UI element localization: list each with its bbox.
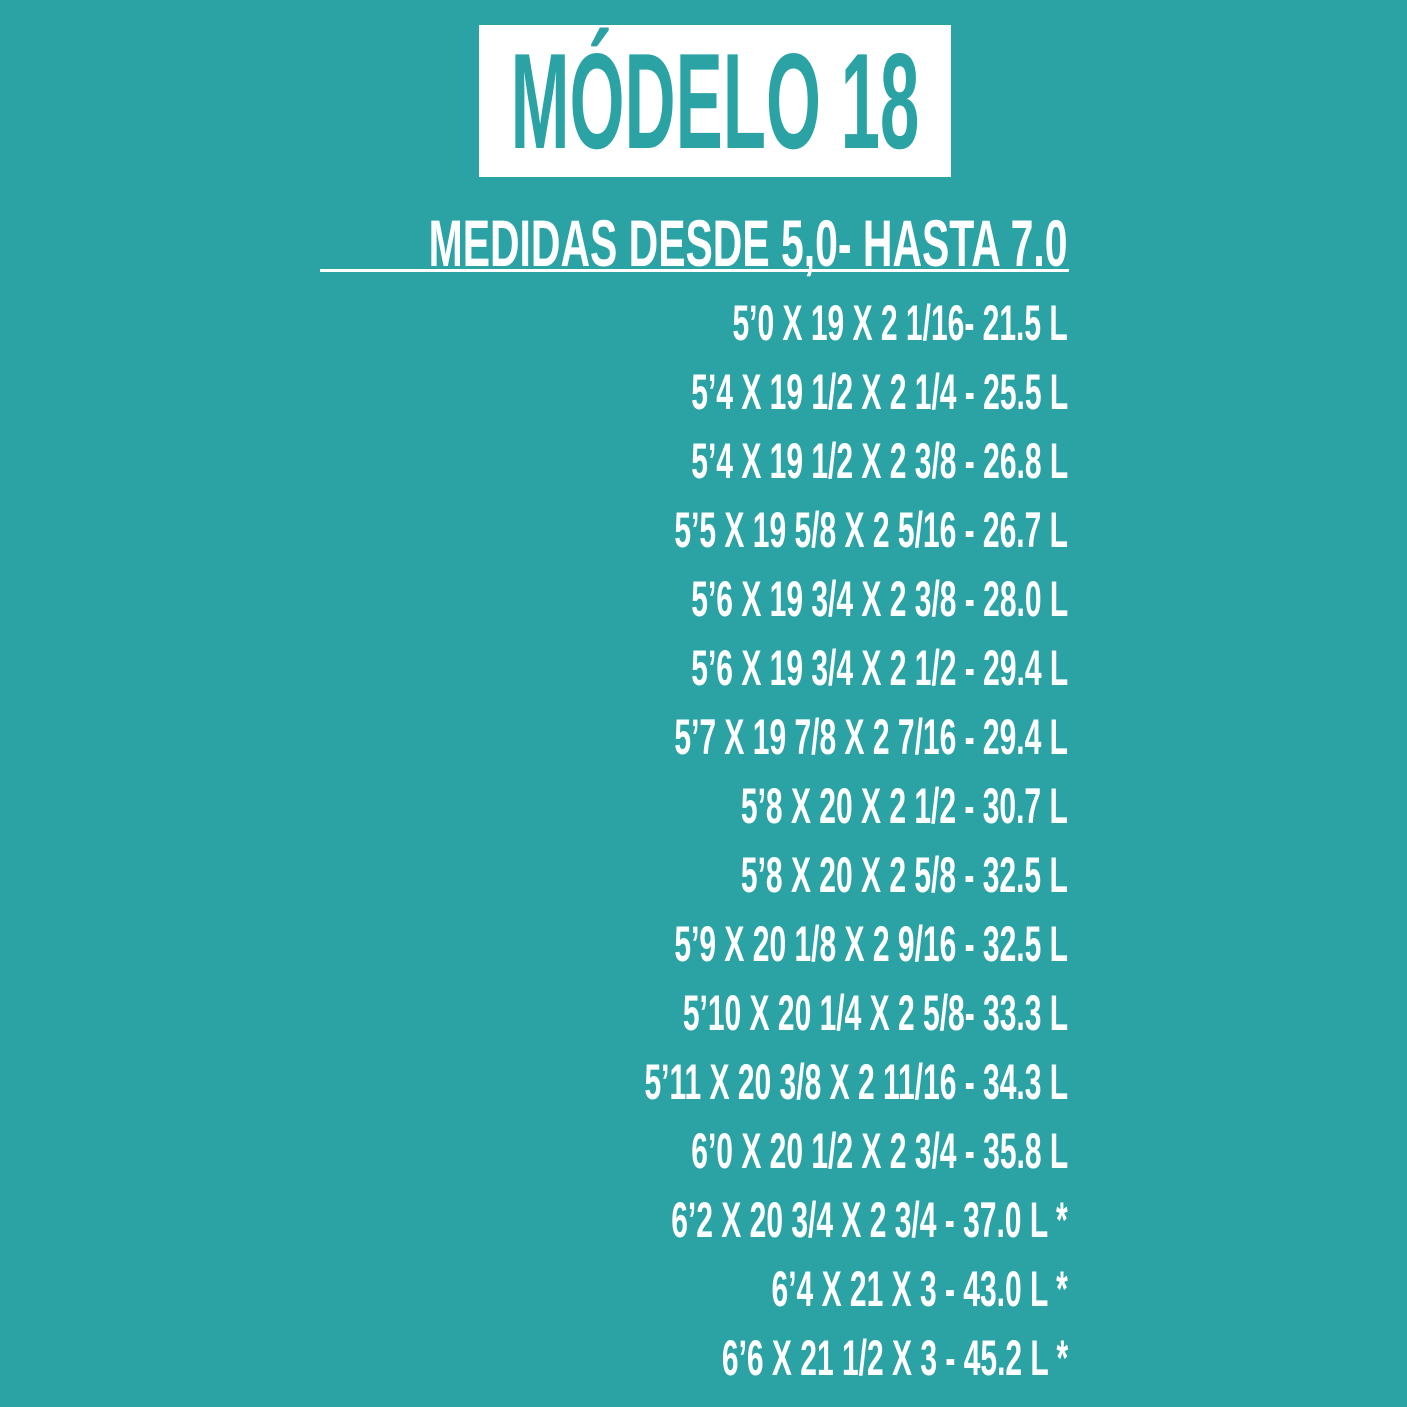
title-box: MÓDELO 18 xyxy=(479,25,951,177)
list-item: 5’8 X 20 X 2 1/2 - 30.7 L xyxy=(362,777,1068,846)
list-item: 6’2 X 20 3/4 X 2 3/4 - 37.0 L * xyxy=(362,1191,1068,1260)
size-text: 6’6 X 21 1/2 X 3 - 45.2 L * xyxy=(721,1330,1068,1386)
size-text: 6’0 X 20 1/2 X 2 3/4 - 35.8 L xyxy=(691,1123,1068,1179)
list-item: 5’4 X 19 1/2 X 2 1/4 - 25.5 L xyxy=(362,363,1068,432)
list-item: 5’4 X 19 1/2 X 2 3/8 - 26.8 L xyxy=(362,432,1068,501)
list-item: 5’11 X 20 3/8 X 2 11/16 - 34.3 L xyxy=(362,1053,1068,1122)
size-text: 5’8 X 20 X 2 1/2 - 30.7 L xyxy=(741,778,1068,834)
size-text: 5’6 X 19 3/4 X 2 3/8 - 28.0 L xyxy=(691,571,1068,627)
size-text: 6’4 X 21 X 3 - 43.0 L * xyxy=(771,1261,1068,1317)
section-heading: MEDIDAS DESDE 5,0- HASTA 7.0 xyxy=(37,210,1068,276)
size-text: 5’8 X 20 X 2 5/8 - 32.5 L xyxy=(741,847,1068,903)
list-item: 5’6 X 19 3/4 X 2 3/8 - 28.0 L xyxy=(362,570,1068,639)
list-item: 6’6 X 21 1/2 X 3 - 45.2 L * xyxy=(362,1329,1068,1398)
list-item: 5’5 X 19 5/8 X 2 5/16 - 26.7 L xyxy=(362,501,1068,570)
size-text: 5’6 X 19 3/4 X 2 1/2 - 29.4 L xyxy=(691,640,1068,696)
list-item: 5’10 X 20 1/4 X 2 5/8- 33.3 L xyxy=(362,984,1068,1053)
size-text: 5’4 X 19 1/2 X 2 1/4 - 25.5 L xyxy=(691,364,1068,420)
list-item: 5’6 X 19 3/4 X 2 1/2 - 29.4 L xyxy=(362,639,1068,708)
list-item: 5’8 X 20 X 2 5/8 - 32.5 L xyxy=(362,846,1068,915)
size-text: 5’7 X 19 7/8 X 2 7/16 - 29.4 L xyxy=(674,709,1068,765)
size-text: 5’0 X 19 X 2 1/16- 21.5 L xyxy=(732,295,1068,351)
size-text: 5’10 X 20 1/4 X 2 5/8- 33.3 L xyxy=(682,985,1068,1041)
size-text: 5’9 X 20 1/8 X 2 9/16 - 32.5 L xyxy=(674,916,1068,972)
size-text: 5’5 X 19 5/8 X 2 5/16 - 26.7 L xyxy=(674,502,1068,558)
list-item: 5’9 X 20 1/8 X 2 9/16 - 32.5 L xyxy=(362,915,1068,984)
list-item: 6’0 X 20 1/2 X 2 3/4 - 35.8 L xyxy=(362,1122,1068,1191)
list-item: 5’7 X 19 7/8 X 2 7/16 - 29.4 L xyxy=(362,708,1068,777)
size-text: 6’2 X 20 3/4 X 2 3/4 - 37.0 L * xyxy=(671,1192,1068,1248)
size-list: 5’0 X 19 X 2 1/16- 21.5 L 5’4 X 19 1/2 X… xyxy=(362,294,1068,1398)
list-item: 6’4 X 21 X 3 - 43.0 L * xyxy=(362,1260,1068,1329)
size-text: 5’4 X 19 1/2 X 2 3/8 - 26.8 L xyxy=(691,433,1068,489)
list-item: 5’0 X 19 X 2 1/16- 21.5 L xyxy=(362,294,1068,363)
size-text: 5’11 X 20 3/8 X 2 11/16 - 34.3 L xyxy=(644,1054,1068,1110)
heading-underline xyxy=(320,269,1069,272)
heading-text: MEDIDAS DESDE 5,0- HASTA 7.0 xyxy=(429,206,1068,280)
page-title: MÓDELO 18 xyxy=(510,25,920,177)
